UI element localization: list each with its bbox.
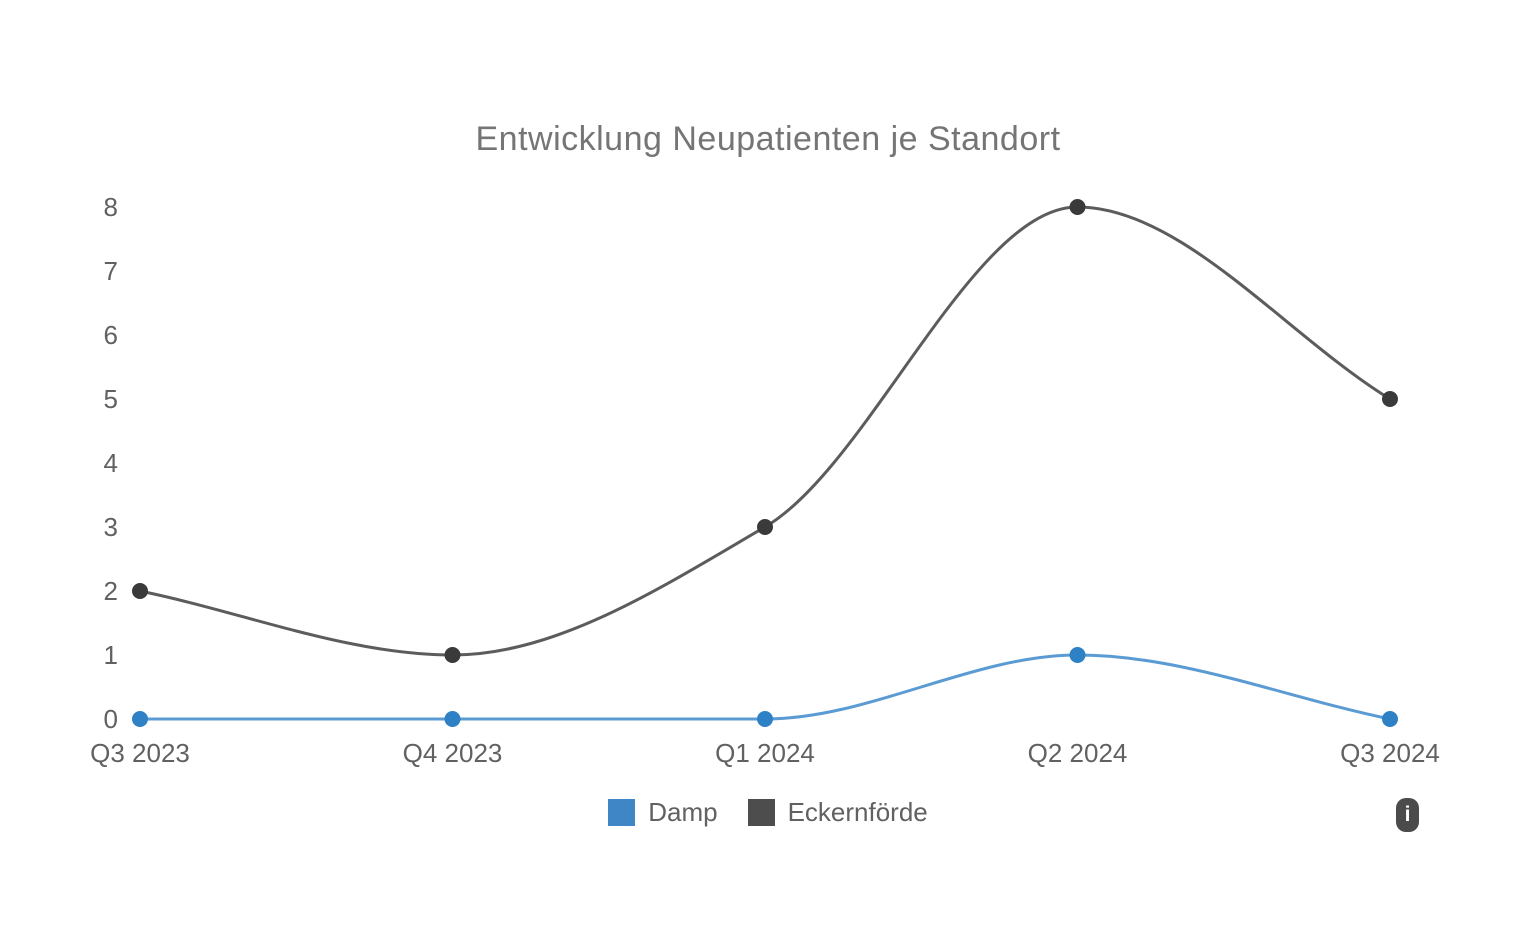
info-button[interactable]: i [1396,798,1419,832]
x-axis-label: Q2 2024 [1028,738,1128,768]
y-axis-label: 2 [104,576,118,606]
series-line-damp [138,653,1392,721]
chart-legend: Damp Eckernförde [0,797,1536,828]
x-axis-label: Q3 2024 [1340,738,1440,768]
data-point-damp [1382,711,1398,727]
legend-item-damp[interactable]: Damp [608,797,718,828]
y-axis-label: 7 [104,256,118,286]
data-point-damp [1069,647,1086,663]
x-axis-label: Q1 2024 [715,738,815,768]
x-axis-label: Q4 2023 [403,738,503,768]
data-point-eckernf-rde [757,519,773,535]
data-point-eckernf-rde [1069,199,1086,215]
x-axis-label: Q3 2023 [90,738,190,768]
legend-item-eckernf-rde[interactable]: Eckernförde [747,797,928,828]
y-axis-label: 3 [104,512,118,542]
series-line-eckernf-rde [138,205,1392,657]
legend-swatch-damp [608,799,636,826]
legend-swatch-eckernf-rde [747,799,775,826]
data-point-damp [132,711,148,727]
legend-label-damp: Damp [648,797,718,827]
y-axis-label: 5 [104,384,118,414]
y-axis-label: 0 [104,704,118,734]
chart-title: Entwicklung Neupatienten je Standort [475,120,1061,158]
legend-label-eckernf-rde: Eckernförde [787,797,928,827]
data-point-damp [444,711,461,727]
y-axis-label: 8 [104,192,118,222]
data-point-damp [757,711,773,727]
data-point-eckernf-rde [1382,391,1398,407]
y-axis-label: 6 [104,320,118,350]
y-axis-label: 4 [104,448,118,478]
data-point-eckernf-rde [444,647,461,663]
info-icon: i [1404,803,1411,826]
data-point-eckernf-rde [132,583,148,599]
y-axis-label: 1 [104,640,118,670]
